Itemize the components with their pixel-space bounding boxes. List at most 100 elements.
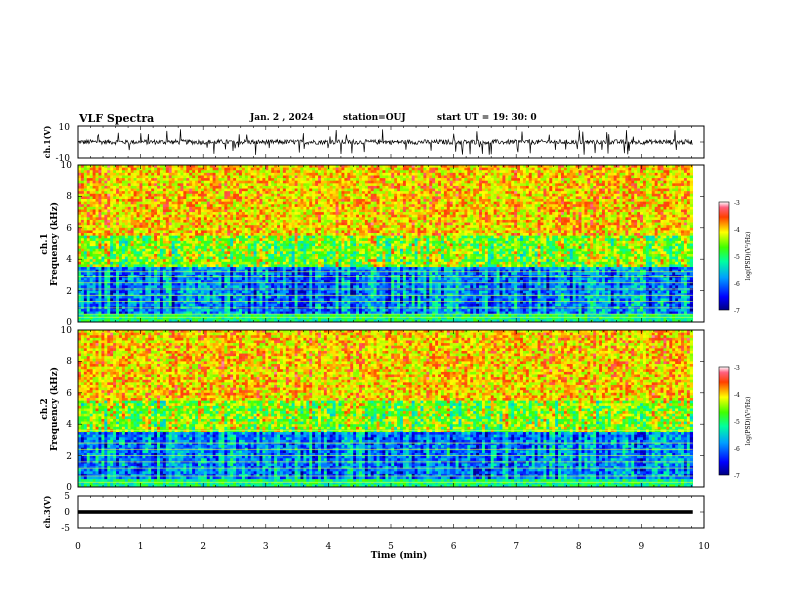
spectrogram-cell xyxy=(256,314,260,318)
spectrogram-cell xyxy=(124,212,129,216)
spectrogram-cell xyxy=(86,298,91,302)
spectrogram-cell xyxy=(116,188,120,192)
spectrogram-cell xyxy=(151,301,155,304)
spectrogram-cell xyxy=(107,238,111,242)
spectrogram-cell xyxy=(101,311,105,315)
spectrogram-cell xyxy=(271,233,275,236)
spectrogram-cell xyxy=(154,277,158,281)
spectrogram-cell xyxy=(80,269,85,273)
spectrogram-cell xyxy=(116,272,120,276)
spectrogram-cell xyxy=(203,201,208,205)
spectrogram-cell xyxy=(218,314,222,318)
spectrogram-cell xyxy=(136,233,140,236)
spectrogram-cell xyxy=(80,301,85,304)
spectrogram-cell xyxy=(271,235,275,239)
spectrogram-cell xyxy=(224,193,228,197)
spectrogram-cell xyxy=(104,246,108,250)
spectrogram-cell xyxy=(241,240,246,244)
spectrogram-cell xyxy=(300,269,304,273)
spectrogram-cell xyxy=(95,233,99,236)
spectrogram-cell xyxy=(239,214,243,218)
spectrogram-cell xyxy=(151,188,155,192)
spectrogram-cell xyxy=(256,246,260,250)
spectrogram-cell xyxy=(110,165,114,168)
spectrogram-cell xyxy=(303,269,307,273)
spectrogram-cell xyxy=(127,253,131,257)
spectrogram-cell xyxy=(159,172,164,176)
spectrogram-cell xyxy=(151,319,155,322)
spectrogram-cell xyxy=(265,193,269,197)
spectrogram-cell xyxy=(218,293,222,297)
spectrogram-cell xyxy=(130,180,134,184)
spectrogram-cell xyxy=(83,308,88,312)
spectrogram-cell xyxy=(279,212,284,216)
spectrogram-cell xyxy=(262,230,266,234)
spectrogram-cell xyxy=(118,233,123,236)
spectrogram-cell xyxy=(300,267,304,270)
spectrogram-cell xyxy=(241,219,246,223)
spectrogram-cell xyxy=(186,264,190,268)
spectrogram-cell xyxy=(139,314,143,318)
spectrogram-cell xyxy=(227,199,231,202)
spectrogram-cell xyxy=(312,230,316,234)
spectrogram-cell xyxy=(195,272,199,276)
spectrogram-cell xyxy=(200,199,205,202)
spectrogram-cell xyxy=(215,185,219,189)
spectrogram-cell xyxy=(306,264,310,268)
spectrogram-cell xyxy=(98,233,102,236)
spectrogram-cell xyxy=(224,175,228,179)
spectrogram-cell xyxy=(127,308,131,312)
spectrogram-cell xyxy=(224,319,228,322)
spectrogram-cell xyxy=(224,298,228,302)
spectrogram-cell xyxy=(236,267,240,270)
spectrogram-cell xyxy=(127,261,131,265)
spectrogram-cell xyxy=(300,225,304,229)
spectrogram-cell xyxy=(247,230,252,234)
spectrogram-cell xyxy=(130,185,134,189)
spectrogram-cell xyxy=(271,295,275,299)
spectrogram-cell xyxy=(294,316,298,320)
spectrogram-cell xyxy=(230,311,234,315)
spectrogram-cell xyxy=(154,290,158,294)
spectrogram-cell xyxy=(133,204,137,208)
spectrogram-cell xyxy=(151,204,155,208)
spectrogram-cell xyxy=(312,212,316,216)
spectrogram-cell xyxy=(288,175,292,179)
spectrogram-cell xyxy=(165,272,170,276)
spectrogram-cell xyxy=(294,240,298,244)
spectrogram-cell xyxy=(154,248,158,252)
spectrogram-cell xyxy=(80,251,85,255)
spectrogram-cell xyxy=(154,261,158,265)
spectrogram-cell xyxy=(130,233,134,236)
spectrogram-cell xyxy=(198,188,202,192)
spectrogram-cell xyxy=(277,303,281,307)
spectrogram-cell xyxy=(101,217,105,221)
spectrogram-cell xyxy=(198,204,202,208)
spectrogram-cell xyxy=(241,233,246,236)
spectrogram-cell xyxy=(104,261,108,265)
spectrogram-cell xyxy=(168,293,172,297)
spectrogram-cell xyxy=(171,185,175,189)
spectrogram-cell xyxy=(189,175,193,179)
spectrogram-cell xyxy=(80,217,85,221)
spectrogram-cell xyxy=(230,295,234,299)
spectrogram-cell xyxy=(78,183,82,187)
spectrogram-cell xyxy=(145,235,149,239)
spectrogram-cell xyxy=(180,319,184,322)
spectrogram-cell xyxy=(203,246,208,250)
spectrogram-cell xyxy=(256,212,260,216)
spectrogram-cell xyxy=(127,167,131,171)
spectrogram-cell xyxy=(233,238,237,242)
spectrogram-cell xyxy=(315,165,319,168)
spectrogram-cell xyxy=(107,314,111,318)
spectrogram-cell xyxy=(136,165,140,168)
ch1-waveform-panel: 10 -10 ch.1(V) xyxy=(42,123,705,164)
spectrogram-cell xyxy=(95,287,99,291)
spectrogram-cell xyxy=(98,287,102,291)
spectrogram-cell xyxy=(80,272,85,276)
spectrogram-cell xyxy=(253,298,257,302)
spectrogram-cell xyxy=(262,180,266,184)
spectrogram-cell xyxy=(315,201,319,205)
spectrogram-cell xyxy=(297,316,301,320)
spectrogram-cell xyxy=(171,290,175,294)
